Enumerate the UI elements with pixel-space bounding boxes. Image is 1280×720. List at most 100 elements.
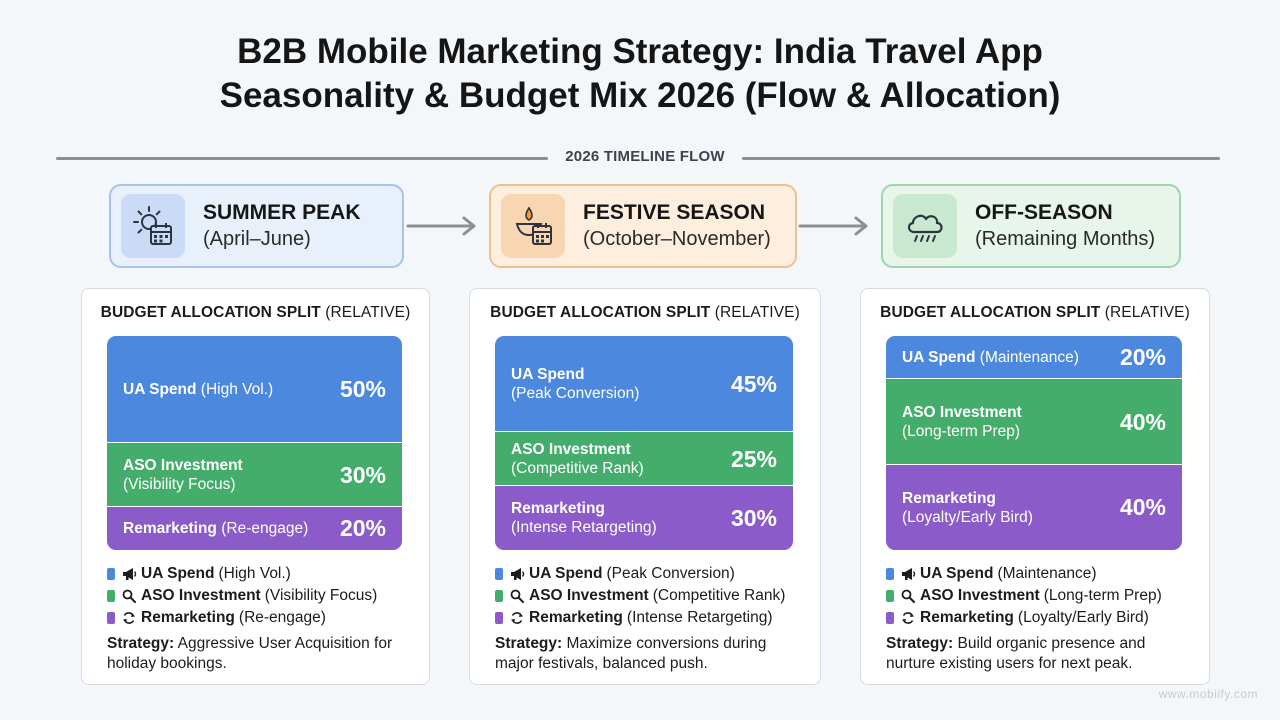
legend-item: ASO Investment (Competitive Rank) [495,585,810,607]
legend-name: ASO Investment [920,587,1040,604]
card-heading: BUDGET ALLOCATION SPLIT (RELATIVE) [490,304,800,321]
page-title: B2B Mobile Marketing Strategy: India Tra… [0,30,1280,118]
card-heading: BUDGET ALLOCATION SPLIT (RELATIVE) [880,304,1190,321]
legend-name: ASO Investment [141,587,261,604]
legend-note: (Competitive Rank) [652,587,786,604]
budget-legend: UA Spend (Peak Conversion) ASO Investment(… [495,563,810,629]
segment-percent: 45% [730,370,777,397]
segment-aso: ASO Investment (Long-term Prep) 40% [886,379,1182,465]
legend-name: UA Spend [141,565,215,582]
megaphone-icon [509,566,525,582]
segment-label: Remarketing (Re-engage) [123,520,309,537]
segment-label: ASO Investment (Competitive Rank) [511,441,644,477]
segment-percent: 25% [730,445,777,472]
legend-name: Remarketing [529,609,623,626]
refresh-icon [900,610,916,626]
season-period: (April–June) [203,228,311,250]
legend-item: Remarketing (Re-engage) [107,607,419,629]
budget-card-off-season: BUDGET ALLOCATION SPLIT (RELATIVE) UA Sp… [860,288,1210,685]
legend-note: (Peak Conversion) [606,565,735,582]
season-festive: FESTIVE SEASON (October–November) [489,184,797,268]
timeline-label: 2026 TIMELINE FLOW [565,148,725,165]
segment-label: UA Spend (Maintenance) [902,349,1079,366]
magnifier-icon [900,588,916,604]
budget-stacked-bar: UA Spend (Maintenance) 20% ASO Investment(… [886,336,1182,550]
segment-label: Remarketing (Loyalty/Early Bird) [902,489,1033,526]
segment-aso: ASO Investment (Competitive Rank) 25% [495,432,793,486]
legend-item: UA Spend (Maintenance) [886,563,1199,585]
segment-label: UA Spend (Peak Conversion) [511,366,640,402]
legend-note: (Intense Retargeting) [626,609,773,626]
megaphone-icon [121,566,137,582]
sun-calendar-icon [121,194,185,258]
legend-name: ASO Investment [529,587,649,604]
budget-legend: UA Spend (Maintenance) ASO Investment (Long… [886,563,1199,629]
season-period: (Remaining Months) [975,228,1156,250]
legend-name: UA Spend [529,565,603,582]
legend-swatch [495,568,503,580]
strategy-text: Strategy: Maximize conversions during ma… [495,635,767,672]
segment-label: ASO Investment (Visibility Focus) [123,457,243,493]
legend-note: (High Vol.) [218,565,291,582]
magnifier-icon [509,588,525,604]
legend-swatch [495,590,503,602]
segment-percent: 30% [730,504,777,531]
legend-swatch [886,612,894,624]
segment-label: ASO Investment (Long-term Prep) [902,404,1022,440]
legend-name: UA Spend [920,565,994,582]
legend-item: UA Spend (Peak Conversion) [495,563,810,585]
segment-percent: 20% [1119,344,1166,370]
timeline-line-left [56,157,548,160]
segment-aso: ASO Investment (Visibility Focus) 30% [107,443,402,507]
diya-calendar-icon [501,194,565,258]
legend-name: Remarketing [920,609,1014,626]
legend-swatch [107,568,115,580]
legend-note: (Loyalty/Early Bird) [1017,609,1149,626]
legend-swatch [495,612,503,624]
segment-percent: 40% [1119,494,1166,520]
legend-note: (Long-term Prep) [1043,587,1162,604]
budget-card-summer: BUDGET ALLOCATION SPLIT (RELATIVE) UA Sp… [81,288,430,685]
budget-legend: UA Spend (High Vol.) ASO Investment (Visibi… [107,563,419,629]
season-name: SUMMER PEAK [203,201,361,224]
title-line-2: Seasonality & Budget Mix 2026 (Flow & Al… [219,76,1061,115]
segment-percent: 50% [339,376,386,402]
legend-item: Remarketing (Loyalty/Early Bird) [886,607,1199,629]
legend-swatch [886,590,894,602]
refresh-icon [509,610,525,626]
legend-name: Remarketing [141,609,235,626]
season-name: FESTIVE SEASON [583,201,766,224]
legend-swatch [107,590,115,602]
segment-label: Remarketing (Intense Retargeting) [511,500,657,536]
legend-note: (Maintenance) [997,565,1097,582]
legend-note: (Re-engage) [238,609,326,626]
legend-swatch [886,568,894,580]
watermark: www.mobiify.com [1158,687,1258,701]
segment-rm: Remarketing (Re-engage) 20% [107,507,402,550]
segment-ua: UA Spend (Peak Conversion) 45% [495,336,793,432]
refresh-icon [121,610,137,626]
title-line-1: B2B Mobile Marketing Strategy: India Tra… [237,32,1043,71]
segment-percent: 40% [1119,408,1166,435]
strategy-text: Strategy: Aggressive User Acquisition fo… [107,635,393,672]
segment-rm: Remarketing (Loyalty/Early Bird) 40% [886,465,1182,550]
segment-percent: 20% [339,515,386,541]
budget-stacked-bar: UA Spend (High Vol.) 50% ASO Investment (Vi… [107,336,402,550]
segment-rm: Remarketing (Intense Retargeting) 30% [495,486,793,550]
legend-note: (Visibility Focus) [264,587,378,604]
legend-swatch [107,612,115,624]
flow-arrow-icon [798,216,868,236]
legend-item: ASO Investment (Visibility Focus) [107,585,419,607]
season-summer-peak: SUMMER PEAK (April–June) [109,184,404,268]
legend-item: Remarketing (Intense Retargeting) [495,607,810,629]
strategy-text: Strategy: Build organic presence and nur… [886,635,1146,672]
flow-arrow-icon [406,216,476,236]
segment-percent: 30% [339,461,386,488]
segment-label: UA Spend (High Vol.) [123,381,274,398]
budget-stacked-bar: UA Spend (Peak Conversion) 45% ASO Investme… [495,336,793,550]
legend-item: ASO Investment (Long-term Prep) [886,585,1199,607]
rain-cloud-icon [893,194,957,258]
budget-card-festive: BUDGET ALLOCATION SPLIT (RELATIVE) UA Sp… [469,288,821,685]
season-name: OFF-SEASON [975,201,1113,224]
magnifier-icon [121,588,137,604]
